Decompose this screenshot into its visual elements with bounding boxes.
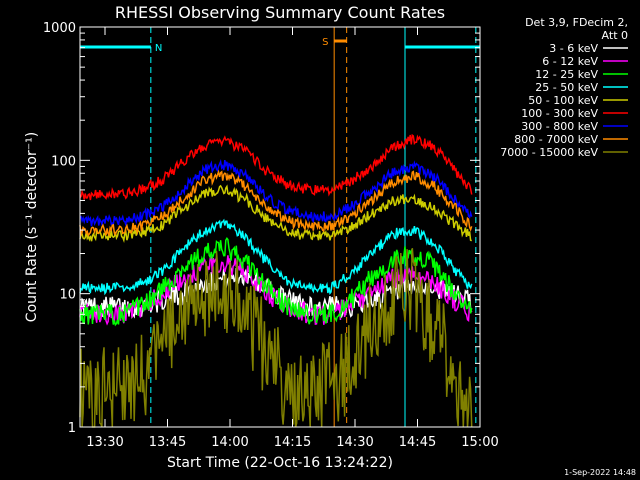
plot-area: NS: [79, 27, 480, 428]
y-tick-label-2: 100: [51, 154, 76, 169]
series-line-4: [79, 184, 473, 243]
series-lines: [79, 133, 473, 428]
bar-label-s: S: [322, 37, 328, 48]
x-tick-label-0: 13:30: [86, 435, 123, 450]
series-line-8: [79, 248, 473, 428]
series-line-3: [79, 218, 473, 296]
series-line-7: [79, 169, 473, 238]
x-tick-label-6: 15:00: [461, 435, 498, 450]
legend-label-8: 7000 - 15000 keV: [500, 146, 598, 159]
x-axis: 13:30 13:45 14:00 14:15 14:30 14:45 15:00: [86, 27, 499, 450]
detector-info: Det 3,9, FDecim 2,Att 0: [525, 16, 628, 42]
x-tick-label-3: 14:15: [274, 435, 311, 450]
series-line-6: [79, 159, 473, 228]
y-tick-label-3: 1000: [43, 21, 76, 36]
legend-label-7: 800 - 7000 keV: [514, 133, 598, 146]
chart-title: RHESSI Observing Summary Count Rates: [115, 3, 445, 22]
legend-label-5: 100 - 300 keV: [521, 107, 598, 120]
x-tick-label-5: 14:45: [399, 435, 436, 450]
legend-label-1: 6 - 12 keV: [542, 55, 598, 68]
y-tick-label-0: 1: [68, 421, 76, 436]
x-tick-label-4: 14:30: [336, 435, 373, 450]
x-axis-label: Start Time (22-Oct-16 13:24:22): [167, 455, 393, 471]
info-line-1: Att 0: [602, 29, 628, 42]
y-tick-label-1: 10: [59, 288, 76, 303]
x-tick-label-1: 13:45: [149, 435, 186, 450]
y-axis: 1 10 100 1000: [43, 21, 480, 436]
legend-label-4: 50 - 100 keV: [528, 94, 598, 107]
y-axis-label: Count Rate (s⁻¹ detector⁻¹): [24, 132, 40, 322]
legend-label-3: 25 - 50 keV: [535, 81, 598, 94]
timestamp: 1-Sep-2022 14:48: [564, 468, 636, 477]
plot-frame: [79, 26, 481, 428]
series-line-5: [79, 133, 473, 201]
info-line-0: Det 3,9, FDecim 2,: [525, 16, 628, 29]
observing-bars: NS: [80, 37, 480, 54]
bar-label-n: N: [155, 43, 162, 54]
legend-label-6: 300 - 800 keV: [521, 120, 598, 133]
legend-label-2: 12 - 25 keV: [535, 68, 598, 81]
x-tick-label-2: 14:00: [211, 435, 248, 450]
legend-label-0: 3 - 6 keV: [549, 42, 598, 55]
